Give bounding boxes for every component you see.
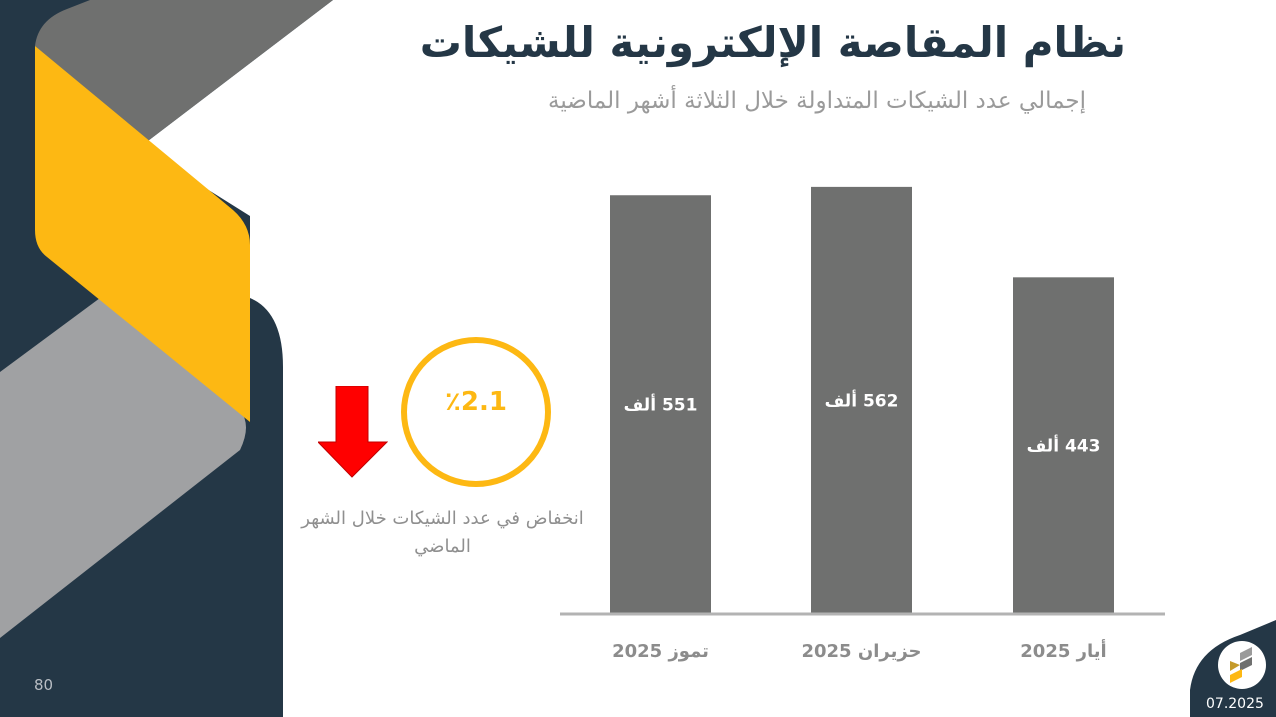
page-number: 80 [34, 676, 54, 694]
kpi-circle: ٪2.1 [401, 337, 551, 487]
category-label: تموز 2025 [612, 641, 709, 662]
category-label: حزيران 2025 [801, 641, 921, 662]
page-title: نظام المقاصة الإلكترونية للشيكات [419, 18, 1126, 67]
logo-icon [1230, 647, 1252, 683]
bar-0 [610, 195, 711, 615]
page-subtitle: إجمالي عدد الشيكات المتداولة خلال الثلاث… [548, 88, 1086, 114]
bar-data-label: 562 ألف [825, 389, 899, 411]
kpi-description: انخفاض في عدد الشيكات خلال الشهر الماضي [301, 508, 584, 557]
bar-data-label: 551 ألف [624, 394, 698, 416]
bar-2 [1013, 277, 1114, 614]
yellow-ribbon [35, 46, 250, 422]
bar-data-label: 443 ألف [1027, 435, 1101, 457]
footer-date: 07.2025 [1206, 696, 1264, 712]
bar-1 [811, 186, 912, 614]
company-logo [1218, 641, 1266, 689]
arrow-down-icon [318, 386, 388, 478]
category-label: أيار 2025 [1020, 639, 1106, 662]
light-gray-ribbon [0, 298, 246, 638]
kpi-value: ٪2.1 [445, 387, 507, 417]
